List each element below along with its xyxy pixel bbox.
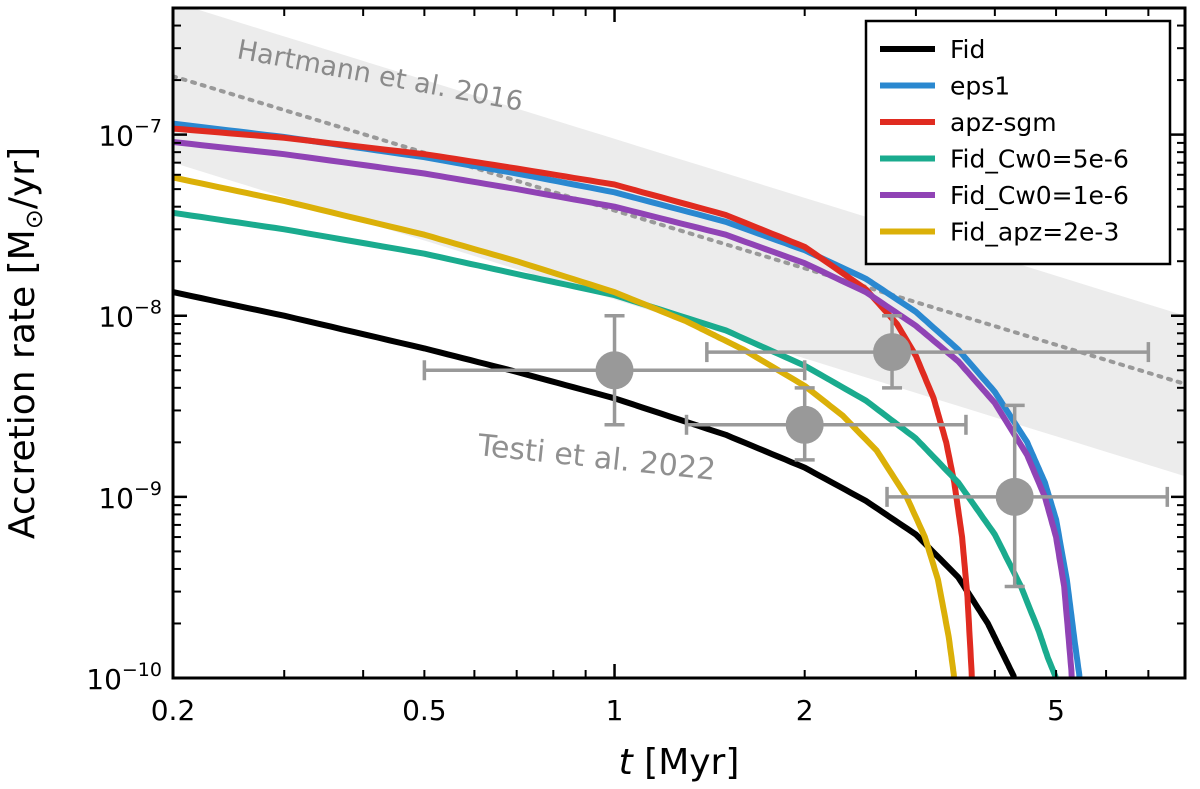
x-tick-label-4: 5 [1047,694,1065,727]
x-tick-label-1: 0.5 [402,694,447,727]
x-tick-label-2: 1 [606,694,624,727]
x-axis-label: t [Myr] [619,742,740,783]
observation-marker [785,405,824,444]
legend-label: eps1 [950,72,1010,101]
observation-marker [995,477,1034,516]
observation-marker [873,333,912,372]
legend-label: Fid_apz=2e-3 [950,218,1119,247]
observation-point-1 [684,386,968,462]
observation-point-2 [705,313,1151,390]
y-tick-label-0: 10−7 [98,116,162,153]
observation-point-0 [422,313,807,427]
testi-annotation: Testi et al. 2022 [475,428,717,488]
series-line-5 [173,174,957,678]
legend-entry-1: eps1 [880,72,1010,101]
legend-label: Fid_Cw0=5e-6 [950,145,1129,174]
y-tick-label-3: 10−10 [86,659,162,696]
y-tick-label-2: 10−9 [98,478,162,515]
legend-label: Fid [950,35,985,64]
series-line-2 [173,125,975,678]
y-tick-label-1: 10−8 [98,297,162,334]
testi-band [173,8,1185,477]
observation-point-3 [885,403,1170,589]
y-axis-label: Accretion rate [M⊙/yr] [2,147,48,539]
legend-entry-5: Fid_apz=2e-3 [880,218,1119,247]
legend: Fid eps1 apz-sgm Fid_Cw0=5e-6 Fid_Cw0=1e-6 Fi… [864,19,1172,266]
observation-marker [595,351,634,390]
legend-entry-4: Fid_Cw0=1e-6 [880,181,1129,210]
legend-box [864,19,1172,266]
legend-entry-0: Fid [880,35,985,64]
legend-label: Fid_Cw0=1e-6 [950,181,1129,210]
legend-label: apz-sgm [950,108,1057,137]
series-line-3 [173,209,1059,678]
legend-entry-3: Fid_Cw0=5e-6 [880,145,1129,174]
x-tick-label-0: 0.2 [151,694,196,727]
series-line-0 [173,289,1017,678]
series-line-4 [173,139,1075,678]
series-line-1 [173,120,1083,678]
x-tick-label-3: 2 [796,694,814,727]
legend-entry-2: apz-sgm [880,108,1057,137]
hartmann-reference-line [173,74,1185,386]
